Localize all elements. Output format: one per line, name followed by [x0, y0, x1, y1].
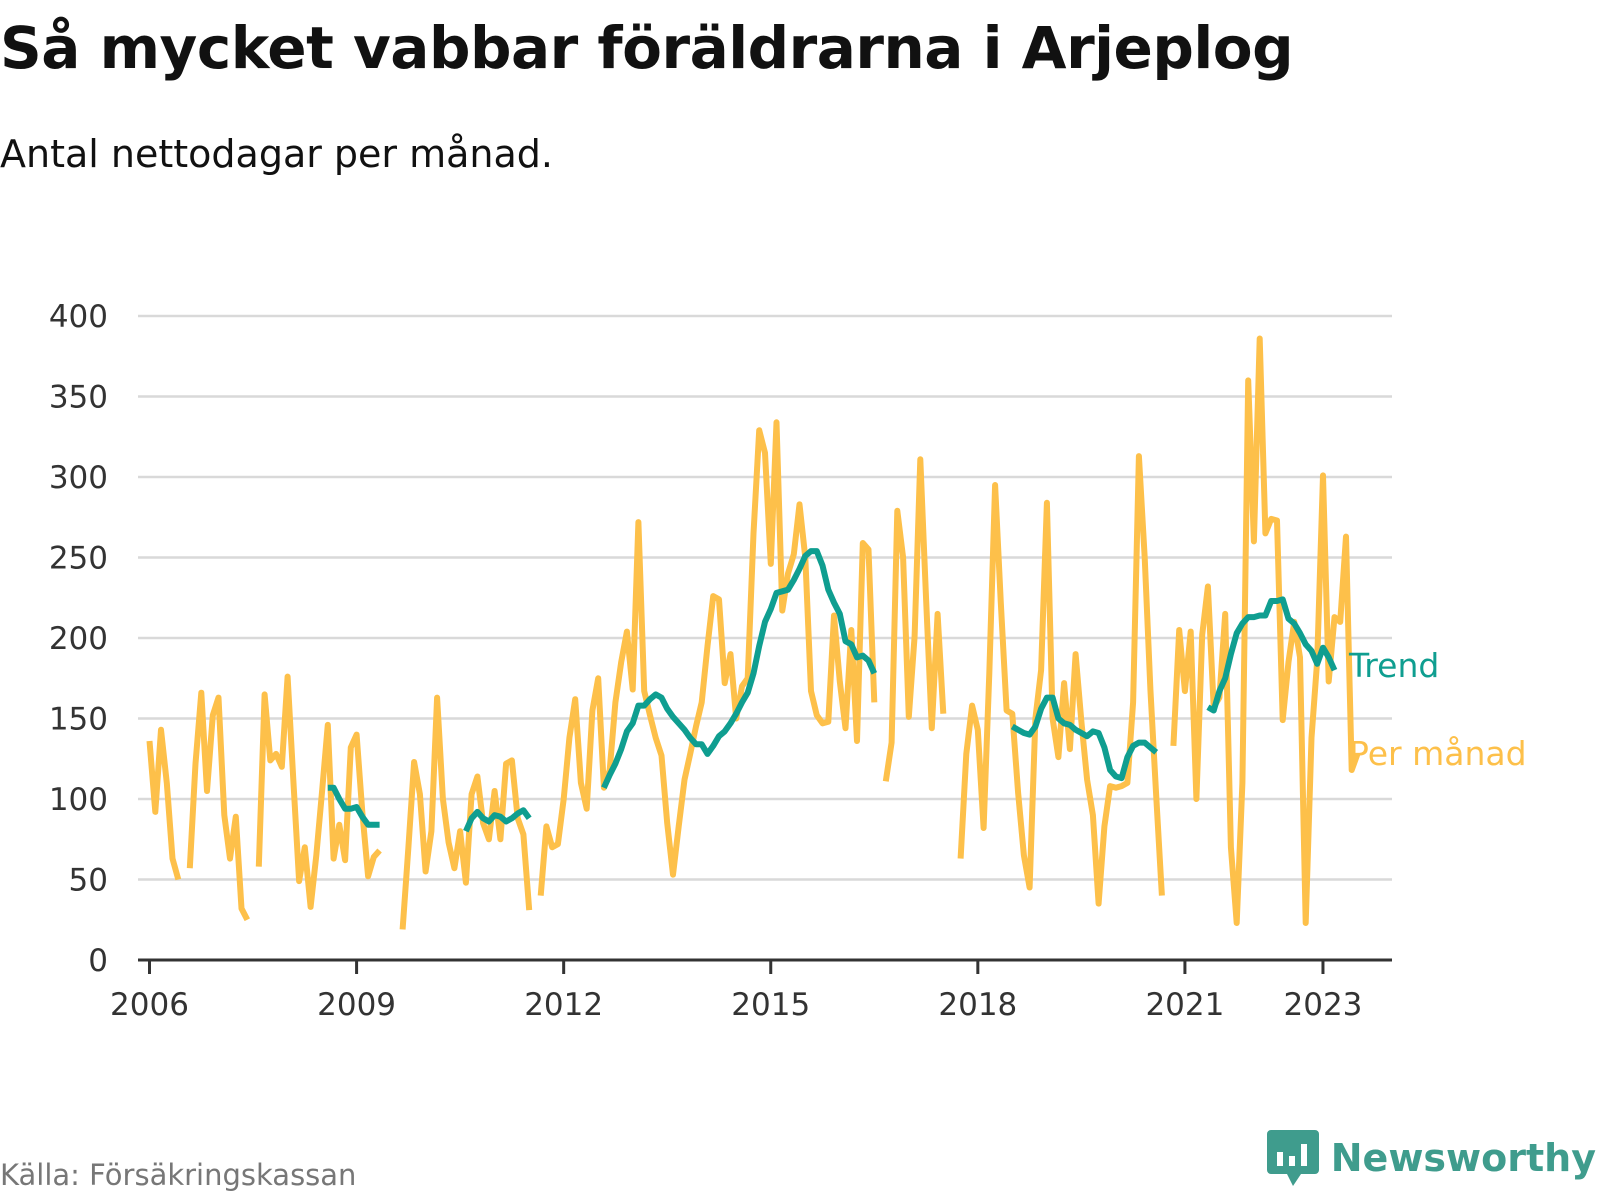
- x-tick-label: 2021: [1145, 987, 1224, 1023]
- y-tick-label: 0: [88, 943, 108, 979]
- plot-area: [146, 335, 1361, 930]
- line-segment: [1206, 596, 1338, 714]
- gridlines: [138, 314, 1392, 881]
- line-segment: [1010, 694, 1159, 782]
- source-note: Källa: Försäkringskassan: [0, 1158, 357, 1192]
- line-segment: [463, 807, 532, 833]
- x-tick-label: 2006: [110, 987, 189, 1023]
- y-tick-label: 50: [69, 863, 108, 899]
- series-line-per-manad: [146, 335, 1361, 930]
- chart-title: Så mycket vabbar föräldrarna i Arjeplog: [0, 14, 1294, 82]
- x-tick-label: 2018: [938, 987, 1017, 1023]
- line-segment: [399, 694, 533, 930]
- line-segment: [601, 548, 878, 789]
- line-segment: [186, 689, 250, 922]
- series-label-monthly: Per månad: [1349, 734, 1527, 773]
- y-tick-label: 200: [49, 621, 108, 657]
- bar-chart-bubble-icon: [1266, 1130, 1319, 1186]
- line-segment: [957, 453, 1165, 907]
- y-tick-label: 300: [49, 460, 108, 496]
- line-segment: [882, 456, 947, 782]
- y-tick-label: 250: [49, 541, 108, 577]
- series-label-trend: Trend: [1348, 646, 1439, 685]
- line-segment: [255, 673, 382, 910]
- y-tick-label: 150: [49, 702, 108, 738]
- series-line-trend: [327, 548, 1338, 833]
- line-segment: [1170, 335, 1361, 926]
- y-tick-label: 400: [49, 299, 108, 335]
- x-tick-label: 2012: [524, 987, 603, 1023]
- x-axis: 2006 2009 2012 2015 2018 2021 2023: [110, 958, 1392, 1023]
- brand-name: Newsworthy: [1330, 1136, 1596, 1180]
- line-segment: [327, 784, 380, 828]
- y-tick-label: 100: [49, 782, 108, 818]
- brand-logo: Newsworthy: [1266, 1130, 1596, 1186]
- y-tick-label: 350: [49, 380, 108, 416]
- chart-subtitle: Antal nettodagar per månad.: [0, 132, 554, 176]
- line-segment: [146, 726, 182, 881]
- x-tick-label: 2023: [1284, 987, 1363, 1023]
- line-segment: [537, 419, 878, 896]
- x-tick-label: 2015: [731, 987, 810, 1023]
- x-tick-label: 2009: [317, 987, 396, 1023]
- y-axis: 0 50 100 150 200 250 300 350 400: [49, 299, 108, 979]
